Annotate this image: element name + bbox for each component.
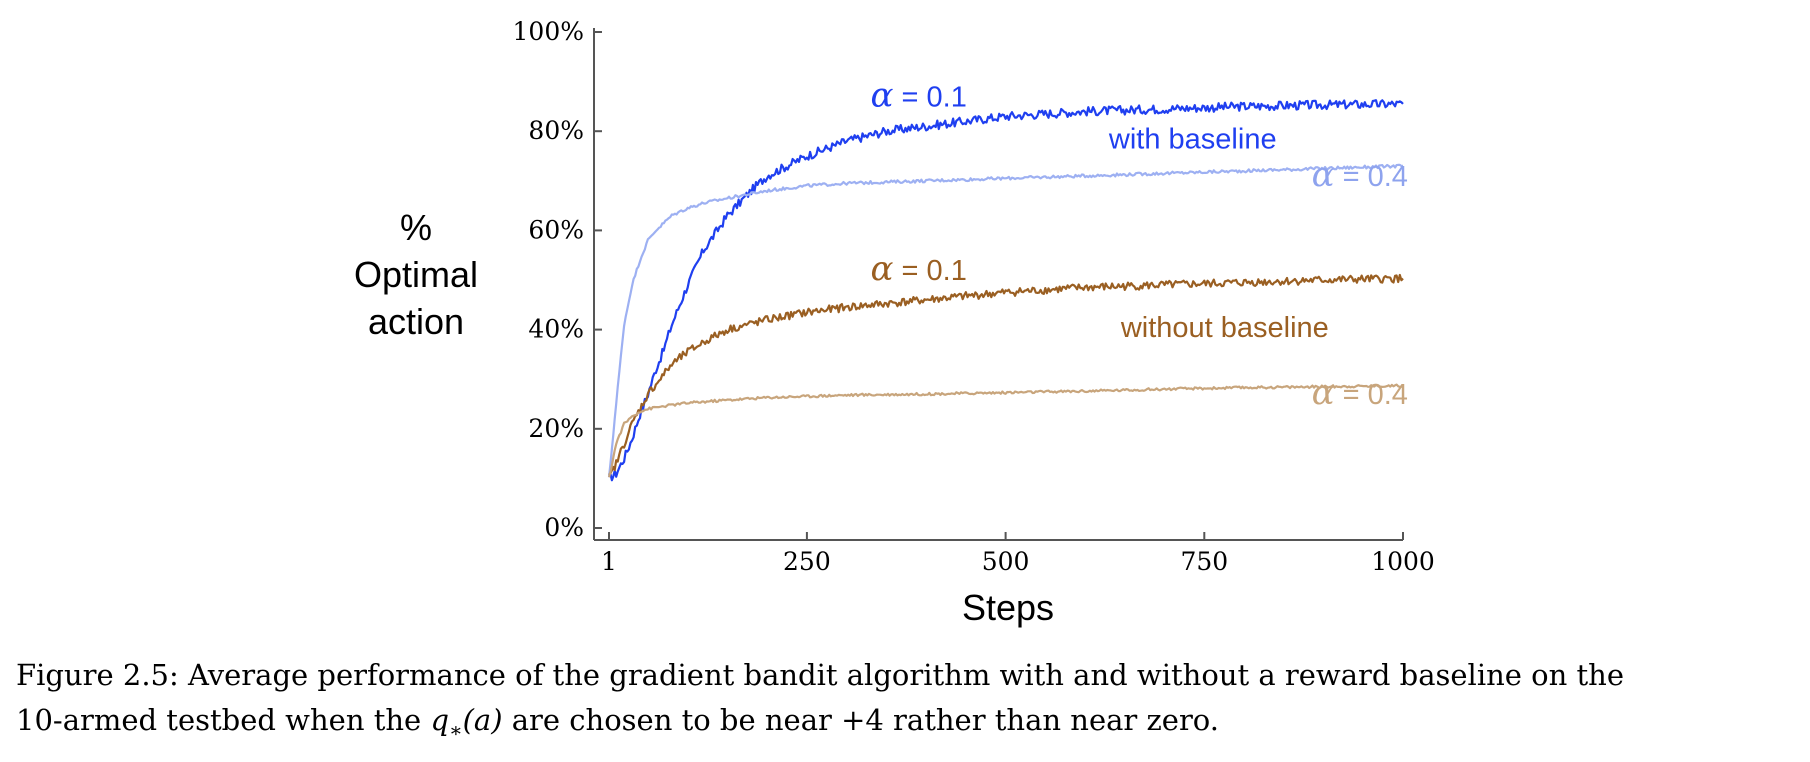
y-ticks: 0% 20% 40% 60% 80% 100% [513,17,602,542]
y-axis-label-line: Optimal [354,254,478,295]
annotation-with-baseline: with baseline [1108,124,1277,156]
y-axis-label: % Optimal action [354,207,478,342]
y-tick-label: 40% [528,315,584,344]
caption-math-arg: (a) [462,703,503,737]
series-line [607,383,1404,478]
y-axis-label-line: action [368,301,464,342]
annotation-layer: α = 0.1 with baseline α = 0.4 α = 0.1 withou… [870,75,1407,413]
series-layer [607,99,1404,482]
caption-line-2: 10-armed testbed when the q∗(a) are chos… [16,698,1806,753]
caption-text: are chosen to be near +4 rather than nea… [502,703,1219,737]
y-tick-label: 80% [528,116,584,145]
x-tick-label: 250 [783,547,831,576]
y-tick-label: 100% [513,17,584,46]
caption-text: 10-armed testbed when the [16,703,431,737]
annotation-alpha-01-brown: α = 0.1 [870,249,966,289]
x-tick-label: 750 [1180,547,1228,576]
annotation-alpha-01-blue: α = 0.1 [870,75,966,115]
x-tick-label: 1000 [1371,547,1435,576]
series-line [607,163,1404,478]
y-tick-label: 20% [528,414,584,443]
y-axis-label-line: % [400,207,432,248]
caption-line-1: Figure 2.5: Average performance of the g… [16,658,1625,692]
x-ticks: 1 250 500 750 1000 [601,532,1435,576]
caption-math: q [430,703,450,737]
x-tick-label: 500 [982,547,1030,576]
x-tick-label: 1 [601,547,617,576]
x-axis-label: Steps [962,587,1054,628]
annotation-without-baseline: without baseline [1120,312,1329,344]
axes: 0% 20% 40% 60% 80% 100% 1 250 500 750 1000 [513,17,1435,576]
y-tick-label: 0% [544,513,584,542]
series-line [608,99,1404,482]
annotation-alpha-04-brown: α = 0.4 [1312,373,1408,413]
figure-caption: Figure 2.5: Average performance of the g… [16,653,1806,753]
chart: 0% 20% 40% 60% 80% 100% 1 250 500 750 1000 α = 0.… [354,17,1435,628]
y-tick-label: 60% [528,215,584,244]
caption-math-sub: ∗ [449,717,463,742]
annotation-alpha-04-blue: α = 0.4 [1312,155,1408,195]
series-line [608,273,1404,476]
